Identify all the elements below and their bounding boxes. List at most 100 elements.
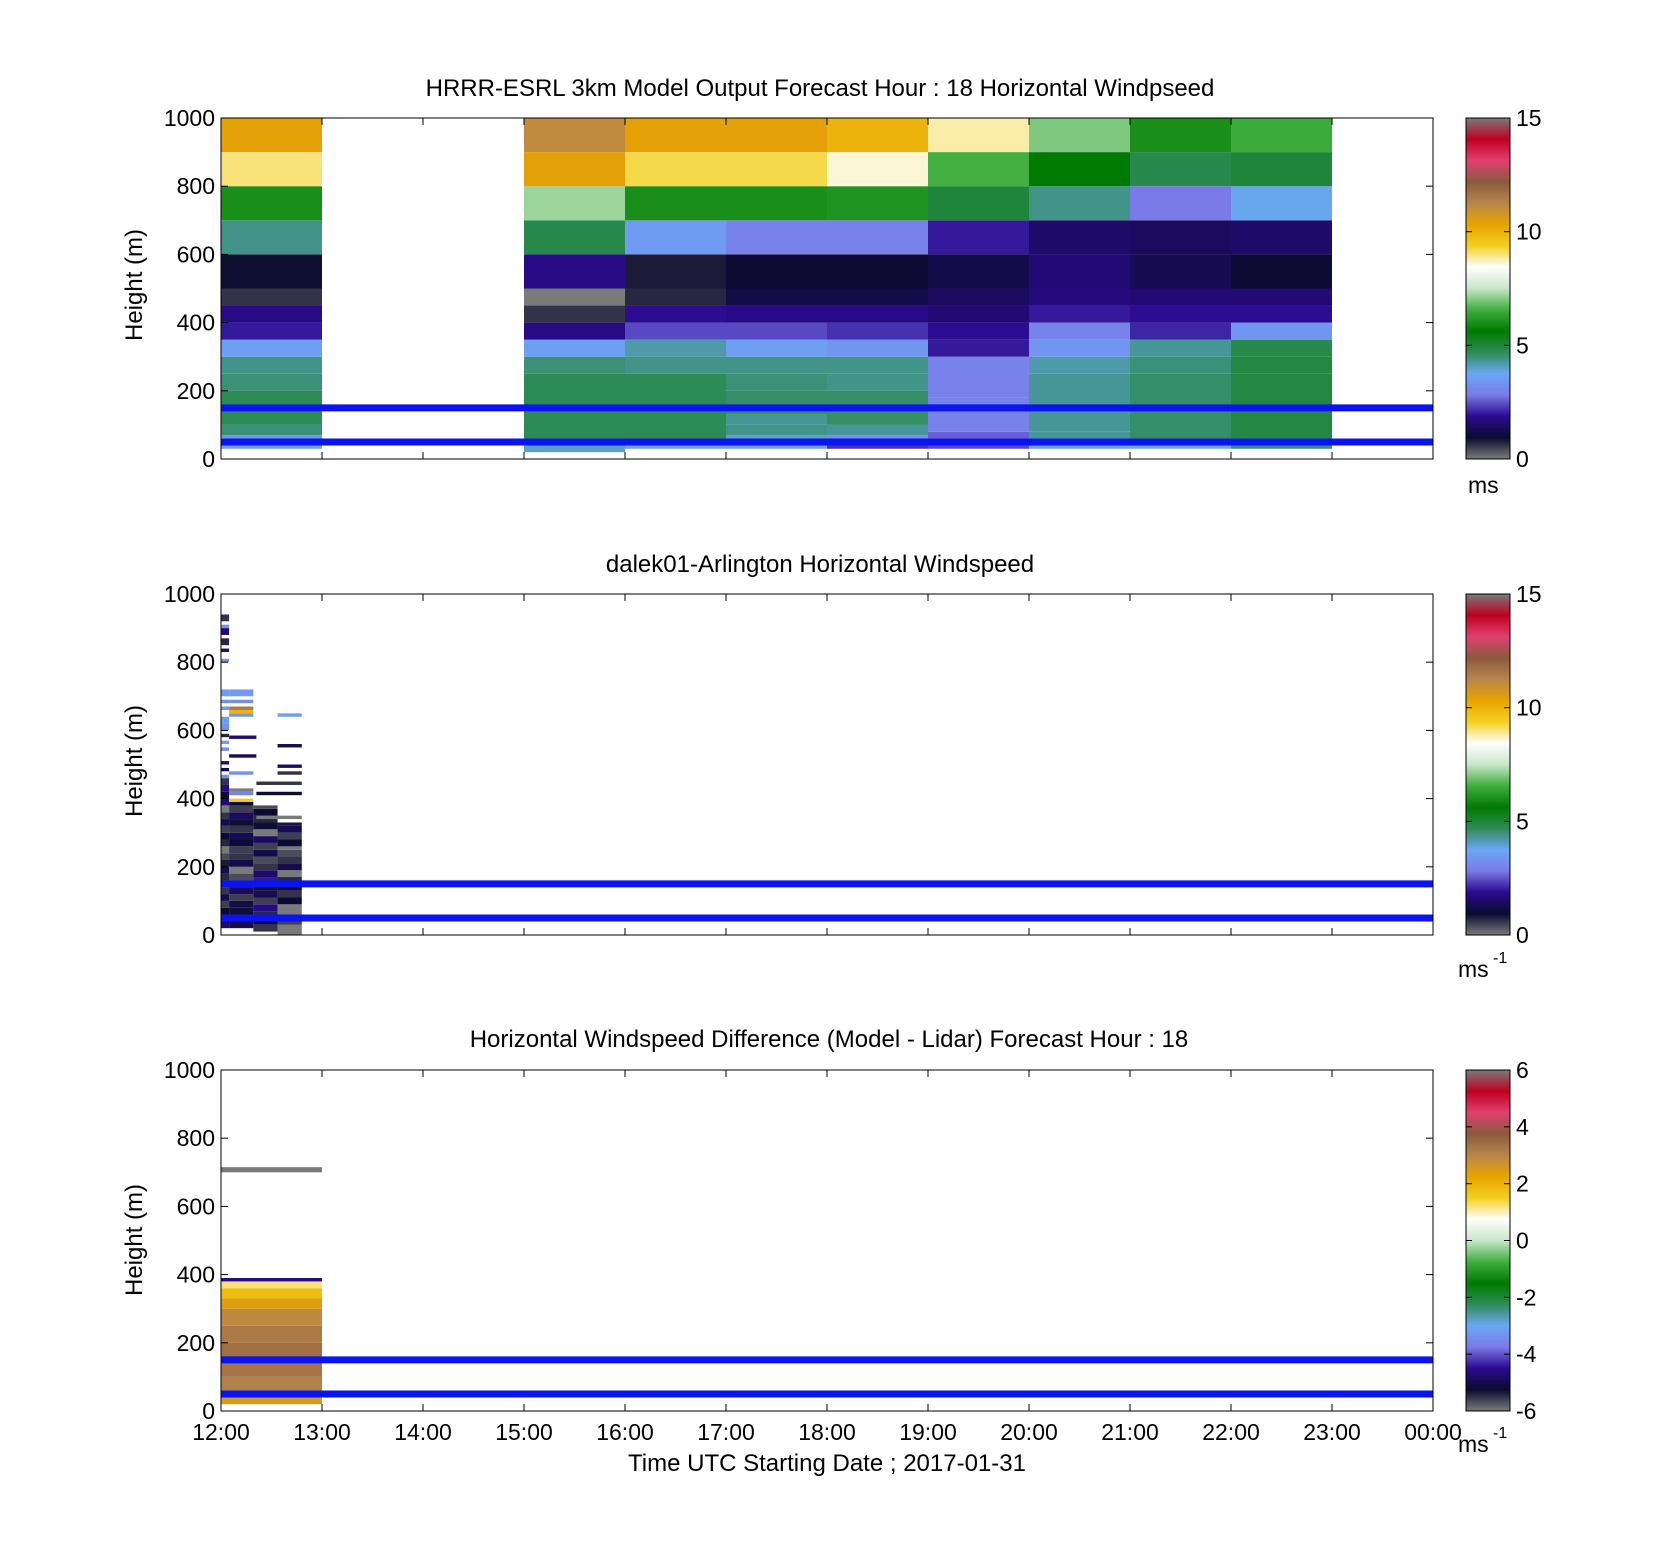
heatmap-cell xyxy=(1029,373,1130,408)
heatmap-cell xyxy=(928,397,1029,432)
colorbar: ms 0 5 10 15 xyxy=(1465,105,1542,498)
y-tick-label: 0 xyxy=(202,1398,215,1424)
heatmap-cell xyxy=(221,791,230,799)
heatmap-cell xyxy=(928,152,1029,187)
heatmap-cell xyxy=(221,767,230,772)
colorbar-gradient xyxy=(1465,593,1511,936)
colorbar-unit-superscript: -1 xyxy=(1493,1425,1507,1442)
heatmap-cell xyxy=(827,118,928,153)
heatmap-cell xyxy=(229,819,254,826)
heatmap-cell xyxy=(221,220,322,255)
heatmap-cell xyxy=(221,859,230,867)
heatmap-cell xyxy=(221,1278,322,1282)
heatmap-cell xyxy=(253,856,278,864)
heatmap-cell xyxy=(221,1274,322,1279)
colorbar-tick-label: -2 xyxy=(1516,1284,1536,1310)
chart-title: HRRR-ESRL 3km Model Output Forecast Hour… xyxy=(426,75,1215,102)
heatmap-cell xyxy=(221,356,322,374)
heatmap-cell xyxy=(1231,373,1332,408)
heatmap-cell xyxy=(221,873,230,881)
heatmap-cell xyxy=(229,788,254,792)
heatmap-cell xyxy=(253,849,278,857)
heatmap-cell xyxy=(221,118,322,153)
y-tick-label: 1000 xyxy=(164,105,215,131)
heatmap-cell xyxy=(1130,407,1231,442)
heatmap-cell xyxy=(1029,118,1130,153)
heatmap-cell xyxy=(277,713,302,717)
heatmap-cell xyxy=(229,907,254,915)
heatmap-cell xyxy=(726,254,827,289)
heatmap-cell xyxy=(253,829,278,837)
colorbar-tick-label: -6 xyxy=(1516,1398,1536,1424)
heatmap-cell xyxy=(726,322,827,340)
heatmap-cell xyxy=(277,771,302,775)
heatmap-cell xyxy=(229,921,254,929)
heatmap-cell xyxy=(221,1342,322,1360)
x-tick-label: 17:00 xyxy=(697,1419,755,1445)
heatmap-cell xyxy=(253,870,278,878)
heatmap-cell xyxy=(726,373,827,391)
heatmap-cell xyxy=(229,846,254,854)
heatmap-cell xyxy=(221,774,230,779)
heatmap-cells xyxy=(221,118,1332,453)
x-tick-label: 19:00 xyxy=(899,1419,957,1445)
heatmap-cell xyxy=(277,825,302,833)
x-tick-label: 20:00 xyxy=(1000,1419,1058,1445)
heatmap-cell xyxy=(827,254,928,289)
heatmap-cell xyxy=(524,356,625,374)
heatmap-cell xyxy=(1130,339,1231,357)
heatmap-cell xyxy=(229,859,254,867)
y-tick-label: 800 xyxy=(177,649,215,675)
heatmap-cell xyxy=(229,735,257,739)
heatmap-cell xyxy=(277,897,302,905)
heatmap-cell xyxy=(524,152,625,187)
heatmap-cell xyxy=(625,322,726,340)
heatmap-cell xyxy=(1029,339,1130,357)
heatmap-cell xyxy=(1029,288,1130,306)
colorbar-tick-label: 4 xyxy=(1516,1114,1529,1140)
heatmap-cell xyxy=(524,339,625,357)
heatmap-cell xyxy=(524,220,625,255)
heatmap-cell xyxy=(221,733,230,738)
y-tick-label: 1000 xyxy=(164,581,215,607)
heatmap-cell xyxy=(524,305,625,323)
y-ticks: 0 200 400 600 800 1000 xyxy=(164,1057,1433,1424)
heatmap-cell xyxy=(277,839,302,847)
heatmap-cell xyxy=(277,863,302,871)
heatmap-cell xyxy=(229,812,254,820)
heatmap-cell xyxy=(928,431,1029,442)
x-tick-label: 23:00 xyxy=(1303,1419,1361,1445)
heatmap-cell xyxy=(1029,186,1130,221)
heatmap-cell xyxy=(221,424,322,436)
heatmap-cell xyxy=(221,761,230,765)
y-tick-label: 200 xyxy=(177,854,215,880)
y-tick-label: 400 xyxy=(177,1262,215,1288)
heatmap-cell xyxy=(229,832,254,840)
colorbar-gradient xyxy=(1465,1069,1511,1412)
heatmap-cell xyxy=(524,118,625,153)
reference-lines xyxy=(221,880,1433,922)
colorbar-tick-label: 15 xyxy=(1516,105,1542,131)
heatmap-cell xyxy=(726,220,827,255)
heatmap-cell xyxy=(221,1359,322,1377)
heatmap-cell xyxy=(229,805,254,813)
y-tick-label: 200 xyxy=(177,378,215,404)
heatmap-cell xyxy=(726,339,827,357)
heatmap-cell xyxy=(277,856,302,864)
heatmap-cell xyxy=(221,1288,322,1299)
heatmap-cell xyxy=(221,1281,322,1289)
heatmap-cell xyxy=(277,832,302,840)
plot-area: 0 200 400 600 800 1000 xyxy=(164,581,1434,948)
chart-title: dalek01-Arlington Horizontal Windspeed xyxy=(606,551,1034,578)
heatmap-cell xyxy=(625,407,726,442)
heatmap-cell xyxy=(277,924,302,935)
heatmap-cell xyxy=(928,220,1029,255)
heatmap-cell xyxy=(221,1397,322,1405)
heatmap-cell xyxy=(221,1376,322,1391)
heatmap-cell xyxy=(229,713,254,717)
y-tick-label: 1000 xyxy=(164,1057,215,1083)
heatmap-cell xyxy=(827,339,928,357)
heatmap-cell xyxy=(253,842,278,850)
heatmap-cell xyxy=(1231,118,1332,153)
plot-area: 0 200 400 600 800 1000 xyxy=(164,105,1434,472)
